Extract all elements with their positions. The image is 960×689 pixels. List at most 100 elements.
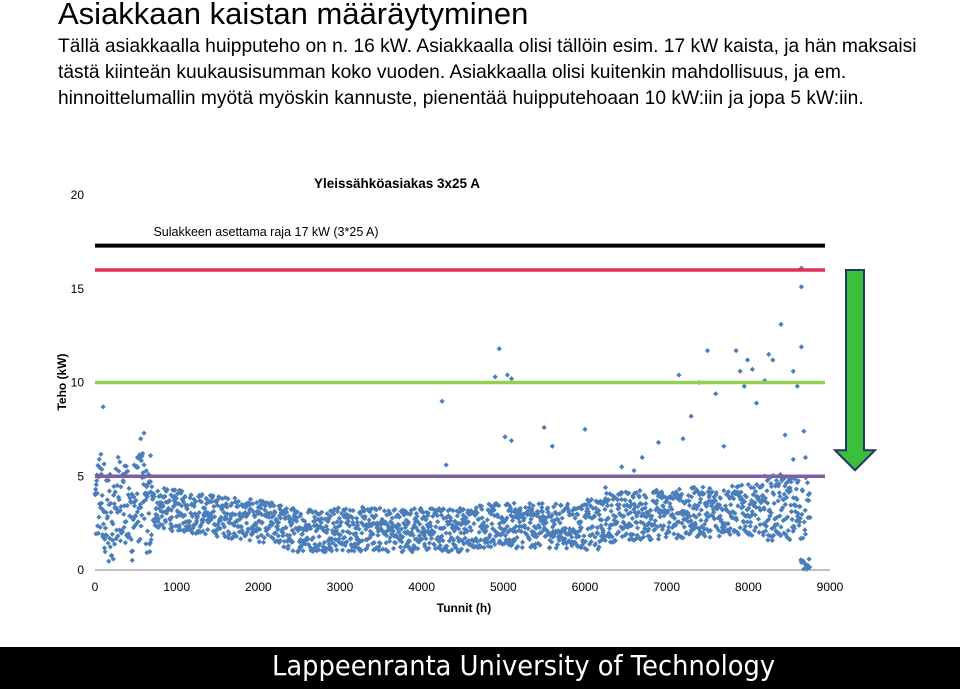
data-point [610, 493, 616, 499]
data-point [365, 523, 372, 530]
data-point [323, 523, 329, 529]
data-point [231, 530, 237, 536]
data-point [390, 528, 396, 534]
data-point [744, 357, 751, 363]
data-point [213, 531, 219, 537]
data-point [548, 530, 554, 536]
data-point [237, 510, 243, 516]
slide-title: Asiakkaan kaistan määräytyminen [58, 0, 529, 31]
data-point [126, 485, 132, 491]
data-point [148, 532, 155, 538]
data-point [764, 477, 770, 484]
data-point [449, 547, 455, 553]
data-point [267, 503, 274, 509]
x-tick-label: 5000 [490, 580, 517, 594]
data-point [439, 398, 445, 404]
data-point [378, 521, 385, 527]
data-point [569, 543, 575, 549]
data-point [275, 519, 282, 526]
data-point [350, 521, 356, 528]
data-point [752, 500, 758, 506]
data-point [621, 524, 628, 531]
data-point [418, 508, 424, 515]
data-point [543, 515, 549, 521]
data-point [491, 507, 497, 513]
data-point [655, 536, 662, 542]
data-point [128, 536, 134, 543]
data-point [586, 541, 593, 547]
data-point [793, 503, 799, 509]
data-point [252, 514, 258, 520]
data-point [552, 521, 558, 527]
data-point [578, 545, 584, 551]
data-point [770, 357, 776, 363]
data-point [359, 538, 365, 544]
data-point [483, 528, 489, 534]
data-point [117, 538, 124, 544]
data-point [520, 517, 527, 523]
data-point [752, 512, 758, 518]
data-point [515, 515, 521, 522]
data-point [217, 525, 223, 532]
data-point [134, 491, 140, 497]
data-point [517, 505, 523, 511]
data-point [536, 524, 543, 531]
data-point [265, 511, 272, 517]
data-point [627, 504, 633, 510]
data-point [245, 526, 251, 532]
data-point [414, 513, 420, 520]
data-point [156, 516, 162, 522]
data-point [659, 526, 666, 532]
data-point [99, 492, 105, 499]
data-point [387, 534, 393, 541]
data-point [800, 535, 806, 541]
data-point [192, 511, 198, 517]
data-point [134, 454, 141, 461]
data-point [262, 503, 268, 509]
data-point [567, 528, 573, 535]
data-point [727, 525, 733, 532]
data-point [335, 505, 341, 511]
data-point [173, 495, 179, 501]
data-point [113, 535, 119, 542]
x-tick-label: 6000 [572, 580, 599, 594]
data-point [480, 526, 487, 532]
data-point [307, 523, 313, 530]
data-point [179, 488, 185, 494]
data-point [141, 481, 147, 487]
data-point [578, 519, 584, 525]
data-point [604, 503, 611, 509]
data-point [528, 544, 534, 550]
data-point [334, 508, 340, 515]
data-point [346, 523, 353, 529]
data-point [509, 518, 516, 524]
data-point [697, 492, 703, 498]
data-point [714, 505, 720, 511]
data-point [350, 508, 356, 514]
data-point [730, 490, 736, 497]
data-point [101, 545, 108, 551]
data-point [319, 509, 325, 515]
data-point [96, 501, 103, 507]
data-point [337, 532, 343, 538]
data-point [272, 510, 278, 516]
data-point [323, 545, 329, 551]
data-point [729, 483, 735, 489]
data-point [552, 530, 558, 537]
data-point [774, 521, 781, 527]
data-point [166, 506, 172, 513]
data-point [758, 500, 764, 506]
data-point [711, 516, 717, 522]
data-point [612, 538, 618, 544]
data-point [596, 544, 602, 550]
data-point [797, 515, 803, 522]
data-point [287, 532, 293, 539]
data-point [753, 524, 759, 530]
data-point [228, 513, 234, 519]
data-point [295, 527, 302, 533]
data-point [460, 506, 467, 513]
data-point [628, 532, 634, 539]
data-point [688, 494, 695, 500]
data-point [352, 544, 358, 550]
data-point [567, 526, 573, 532]
